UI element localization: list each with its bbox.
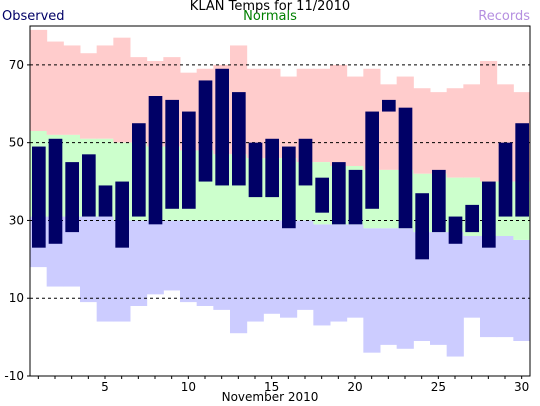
y-tick-label: -10: [4, 369, 24, 383]
x-tick-label: 10: [181, 380, 196, 394]
observed-bar: [132, 123, 146, 217]
record-low-bar: [396, 228, 414, 349]
record-high-bar: [113, 37, 131, 143]
record-high-bar: [313, 68, 331, 163]
record-high-bar: [280, 76, 298, 159]
observed-bar: [298, 138, 313, 186]
y-tick-label: 10: [9, 291, 24, 305]
observed-bar: [165, 99, 179, 209]
x-tick-label: 25: [431, 380, 446, 394]
observed-bar: [248, 142, 263, 198]
observed-bar: [282, 146, 296, 229]
observed-bar: [415, 193, 429, 260]
record-high-bar: [413, 88, 431, 174]
record-high-bar: [263, 68, 281, 159]
legend-observed: Observed: [2, 9, 65, 24]
record-high-bar: [330, 64, 348, 166]
observed-bar: [315, 177, 329, 213]
record-low-bar: [246, 220, 264, 322]
observed-bar: [382, 99, 396, 112]
record-high-bar: [463, 84, 481, 178]
record-high-bar: [430, 92, 448, 174]
observed-bar: [148, 96, 163, 225]
observed-bar: [482, 181, 496, 248]
observed-bar: [365, 111, 379, 209]
record-low-bar: [263, 220, 281, 314]
record-high-bar: [46, 41, 64, 135]
x-tick-label: 30: [514, 380, 529, 394]
record-low-bar: [130, 220, 148, 306]
record-low-bar: [430, 232, 448, 345]
record-low-bar: [280, 220, 298, 318]
observed-bar: [348, 169, 363, 225]
record-low-bar: [163, 220, 181, 291]
observed-bar: [232, 92, 246, 186]
observed-bar: [265, 138, 279, 198]
record-low-bar: [80, 216, 98, 303]
record-low-bar: [330, 224, 348, 322]
x-tick-label: 5: [101, 380, 109, 394]
observed-bar: [115, 181, 129, 248]
observed-bar: [432, 169, 446, 233]
record-high-bar: [346, 76, 364, 166]
record-low-bar: [363, 228, 381, 353]
x-tick-label: 15: [264, 380, 279, 394]
y-tick-label: 30: [9, 213, 24, 227]
observed-bar: [32, 146, 46, 248]
x-tick-label: 20: [347, 380, 362, 394]
record-low-bar: [380, 228, 398, 345]
y-tick-label: 70: [9, 58, 24, 72]
observed-bar: [215, 68, 229, 186]
record-low-bar: [496, 236, 514, 338]
record-low-bar: [313, 224, 331, 326]
record-low-bar: [513, 239, 531, 341]
record-low-bar: [480, 236, 498, 338]
record-low-bar: [213, 220, 231, 310]
observed-bar: [498, 142, 513, 217]
observed-bar: [98, 185, 113, 217]
observed-bar: [198, 80, 213, 182]
observed-bar: [515, 123, 529, 217]
record-high-bar: [80, 53, 98, 139]
normal-range-bar: [380, 169, 398, 229]
legend-normals: Normals: [243, 9, 297, 24]
record-low-bar: [463, 236, 481, 318]
plot-frame: [29, 25, 531, 377]
record-low-bar: [196, 220, 214, 306]
observed-bar: [398, 107, 413, 229]
record-low-bar: [63, 216, 81, 287]
record-low-bar: [346, 224, 364, 318]
record-high-bar: [96, 45, 114, 139]
chart-title: KLAN Temps for 11/2010: [189, 0, 351, 14]
observed-bar: [332, 162, 346, 225]
record-high-bar: [446, 88, 464, 178]
legend-records: Records: [478, 9, 530, 24]
record-high-bar: [246, 68, 264, 159]
observed-bar: [465, 204, 479, 233]
record-low-bar: [96, 216, 114, 322]
record-low-bar: [446, 232, 464, 357]
observed-bar: [65, 162, 79, 233]
observed-bar: [48, 138, 63, 244]
record-low-bar: [146, 220, 164, 295]
record-low-bar: [296, 220, 314, 310]
y-tick-label: 50: [9, 136, 24, 150]
record-high-bar: [30, 29, 48, 132]
record-low-bar: [180, 220, 198, 303]
record-high-bar: [130, 57, 148, 143]
record-low-bar: [230, 220, 248, 334]
observed-bar: [82, 154, 96, 217]
record-high-bar: [380, 84, 398, 170]
observed-bar: [182, 111, 196, 209]
record-high-bar: [63, 45, 81, 135]
observed-bar: [448, 216, 463, 244]
x-axis-label: November 2010: [221, 390, 319, 404]
record-high-bar: [480, 61, 498, 182]
